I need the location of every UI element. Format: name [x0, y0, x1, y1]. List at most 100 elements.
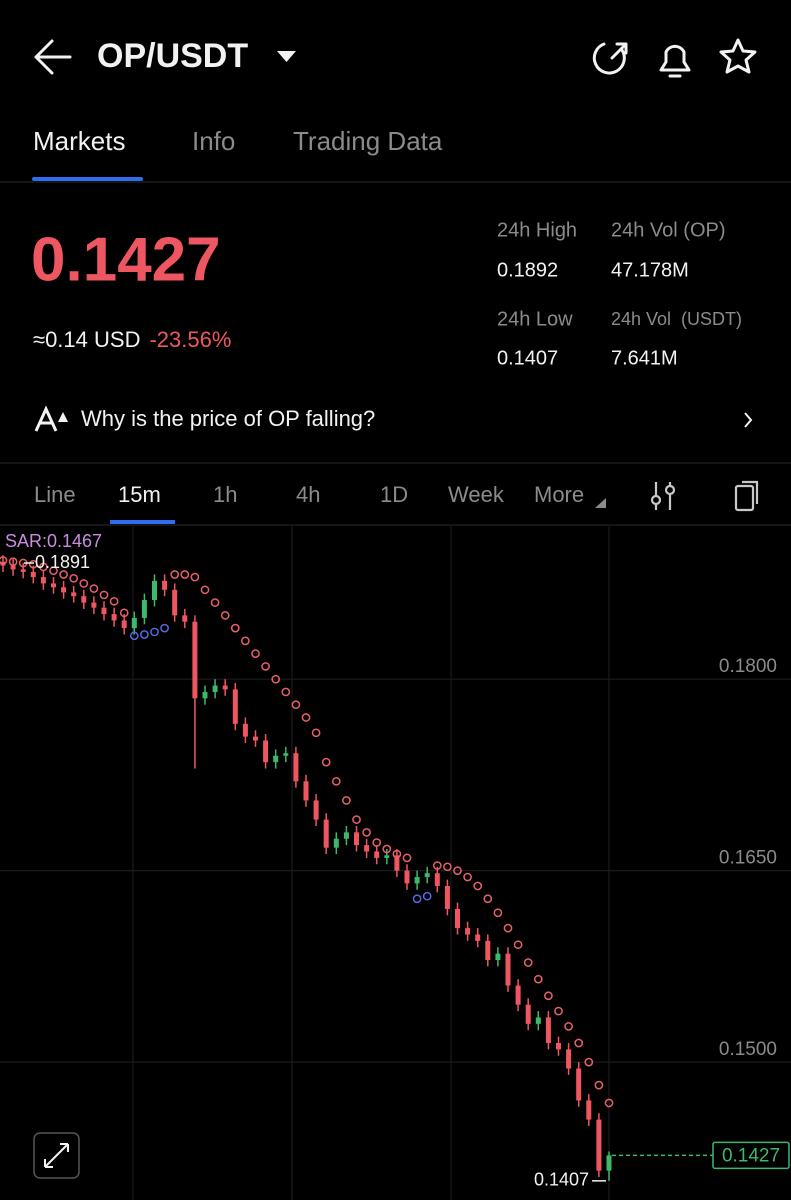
y-tick-label: 0.1500: [719, 1039, 777, 1060]
sar-dot: [311, 728, 321, 738]
candle-body: [61, 587, 67, 593]
candle-body: [91, 602, 97, 608]
sar-dot: [0, 556, 8, 565]
tab-trading-data[interactable]: Trading Data: [293, 126, 443, 156]
sar-dot: [604, 1098, 614, 1108]
sar-dot: [574, 1038, 584, 1048]
pair-title[interactable]: OP/USDT: [97, 37, 248, 75]
candle-body: [404, 870, 410, 884]
candle-body: [20, 569, 26, 572]
interval[interactable]: 1h: [213, 482, 237, 507]
candle-body: [162, 580, 168, 590]
sar-dot: [533, 974, 543, 984]
sar-dot: [200, 585, 210, 595]
interval[interactable]: 1D: [380, 482, 408, 507]
candle-body: [152, 580, 157, 601]
candle-body: [424, 873, 430, 878]
interval[interactable]: More: [534, 482, 584, 507]
stat-value: 47.178M: [611, 259, 689, 281]
candle-body: [10, 565, 16, 570]
sar-dot: [220, 611, 230, 620]
candle-body: [273, 755, 279, 763]
candle-body: [525, 1004, 531, 1024]
fullscreen-button[interactable]: [33, 1132, 80, 1179]
pair-dropdown[interactable]: [277, 51, 296, 62]
last-price-box: [712, 1141, 790, 1170]
tab-info[interactable]: Info: [192, 126, 235, 156]
share-icon[interactable]: [592, 42, 628, 75]
stat-label: 24h Vol (USDT): [611, 309, 742, 329]
candle-body: [374, 851, 380, 858]
candle-body: [333, 838, 339, 848]
candle-body: [323, 819, 329, 848]
candle-body: [71, 592, 77, 597]
candle-body: [172, 589, 178, 616]
candle-body: [192, 621, 198, 699]
share-circle: [592, 42, 626, 75]
share-arrow: [610, 42, 628, 60]
interval-active[interactable]: 15m: [118, 482, 161, 507]
sar-dot: [372, 838, 382, 847]
candle-body: [283, 753, 289, 756]
sar-dot: [59, 570, 68, 579]
layout-back: [742, 480, 759, 504]
sar-dot: [331, 776, 341, 786]
back-arrow: [34, 39, 72, 75]
favorite-icon[interactable]: [719, 38, 757, 74]
candle-body: [101, 607, 107, 615]
candle-body: [444, 885, 450, 909]
layout-icon[interactable]: [734, 480, 759, 512]
sar-dot: [291, 700, 301, 710]
tab-markets[interactable]: Markets: [33, 126, 125, 156]
interval[interactable]: Week: [448, 482, 505, 507]
min-marker-label: 0.1407: [534, 1170, 589, 1190]
sar-dot: [140, 630, 149, 639]
candle-body: [40, 577, 46, 584]
ai-icon: [34, 405, 58, 432]
sar-dot: [362, 828, 371, 837]
usd-price: ≈0.14 USD: [33, 327, 140, 352]
candle-body: [202, 691, 208, 699]
candle-body: [545, 1017, 551, 1043]
sar-dot: [513, 940, 523, 950]
sar-dot: [271, 674, 281, 684]
sar-dot: [39, 562, 48, 572]
ai-prompt[interactable]: Why is the price of OP falling?: [34, 405, 753, 432]
sar-dot: [69, 573, 79, 583]
back-button[interactable]: [34, 39, 72, 75]
candle-body: [354, 832, 359, 846]
candle-body: [313, 800, 319, 820]
candle-body: [343, 832, 349, 839]
sar-dot: [342, 796, 351, 805]
interval[interactable]: 4h: [296, 482, 320, 507]
sar-dot: [564, 1022, 573, 1031]
candle-body: [384, 855, 390, 858]
slider-knob: [650, 494, 662, 506]
sar-dot: [544, 991, 553, 1001]
sar-dot: [422, 891, 432, 901]
candle-body: [455, 908, 460, 929]
sar-dot: [473, 881, 483, 891]
sar-dot: [190, 572, 200, 582]
candlestick-chart: 0.1800 0.1650 0.1500 0.1891 0.1407 0.1427: [0, 552, 791, 1190]
sar-dot: [301, 713, 311, 722]
sar-dot: [503, 923, 513, 933]
indicator-settings[interactable]: [650, 482, 676, 510]
stat-label: 24h High: [497, 219, 577, 241]
candle-body: [263, 740, 269, 763]
sar-dot: [170, 570, 180, 579]
candle-body: [475, 934, 481, 941]
interval[interactable]: Line: [34, 482, 76, 507]
sar-dot: [210, 598, 220, 607]
alert-icon[interactable]: [659, 44, 691, 78]
candle-body: [566, 1049, 572, 1069]
candle-body: [212, 685, 218, 692]
candle-body: [586, 1100, 592, 1120]
chevron: [744, 412, 753, 428]
candle-body: [131, 617, 137, 629]
sar-dot: [453, 866, 462, 876]
candle-body: [465, 928, 471, 935]
last-price-label: 0.1427: [722, 1145, 780, 1166]
sar-dot: [584, 1057, 594, 1067]
